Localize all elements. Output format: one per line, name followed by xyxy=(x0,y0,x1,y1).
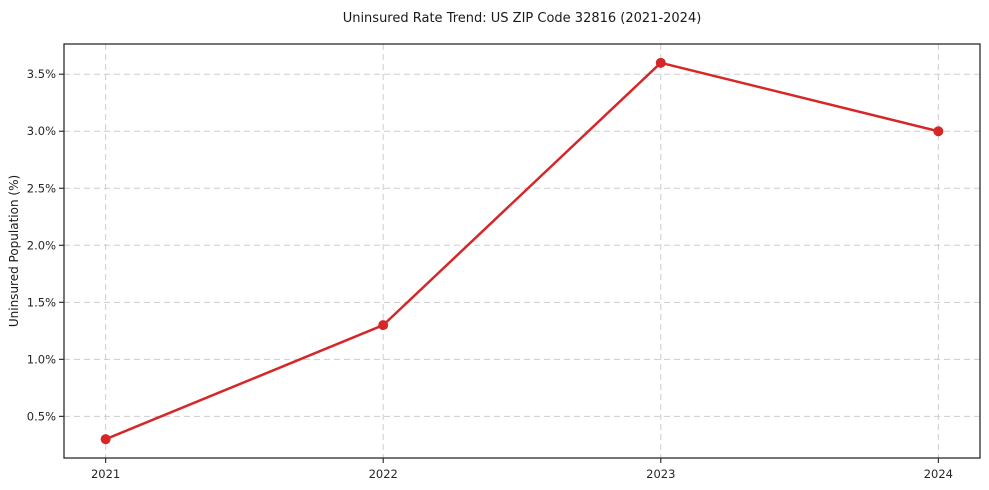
x-tick-label: 2021 xyxy=(91,467,120,481)
y-tick-label: 2.5% xyxy=(27,181,56,195)
plot-border xyxy=(63,43,981,459)
y-tick-label: 3.0% xyxy=(27,124,56,138)
series-layer xyxy=(100,57,944,445)
y-tick-label: 1.0% xyxy=(27,352,56,366)
x-tick-label: 2022 xyxy=(369,467,398,481)
data-point-2022 xyxy=(378,320,389,331)
y-axis-label: Uninsured Population (%) xyxy=(7,175,21,327)
data-point-2024 xyxy=(933,126,944,137)
y-tick-label: 3.5% xyxy=(27,67,56,81)
data-point-2023 xyxy=(655,57,666,68)
x-tick-label: 2023 xyxy=(646,467,675,481)
x-tick-label: 2024 xyxy=(924,467,953,481)
y-tick-label: 2.0% xyxy=(27,238,56,252)
tick-layer: 0.5% 1.0% 1.5% 2.0% 2.5% 3.0% 3.5% 2021 2022 2023… xyxy=(27,67,953,481)
y-tick-label: 1.5% xyxy=(27,295,56,309)
grid-layer xyxy=(64,44,980,458)
y-tick-label: 0.5% xyxy=(27,409,56,423)
data-point-2021 xyxy=(100,434,111,445)
trend-line xyxy=(104,61,940,441)
chart-title: Uninsured Rate Trend: US ZIP Code 32816 … xyxy=(343,11,702,26)
